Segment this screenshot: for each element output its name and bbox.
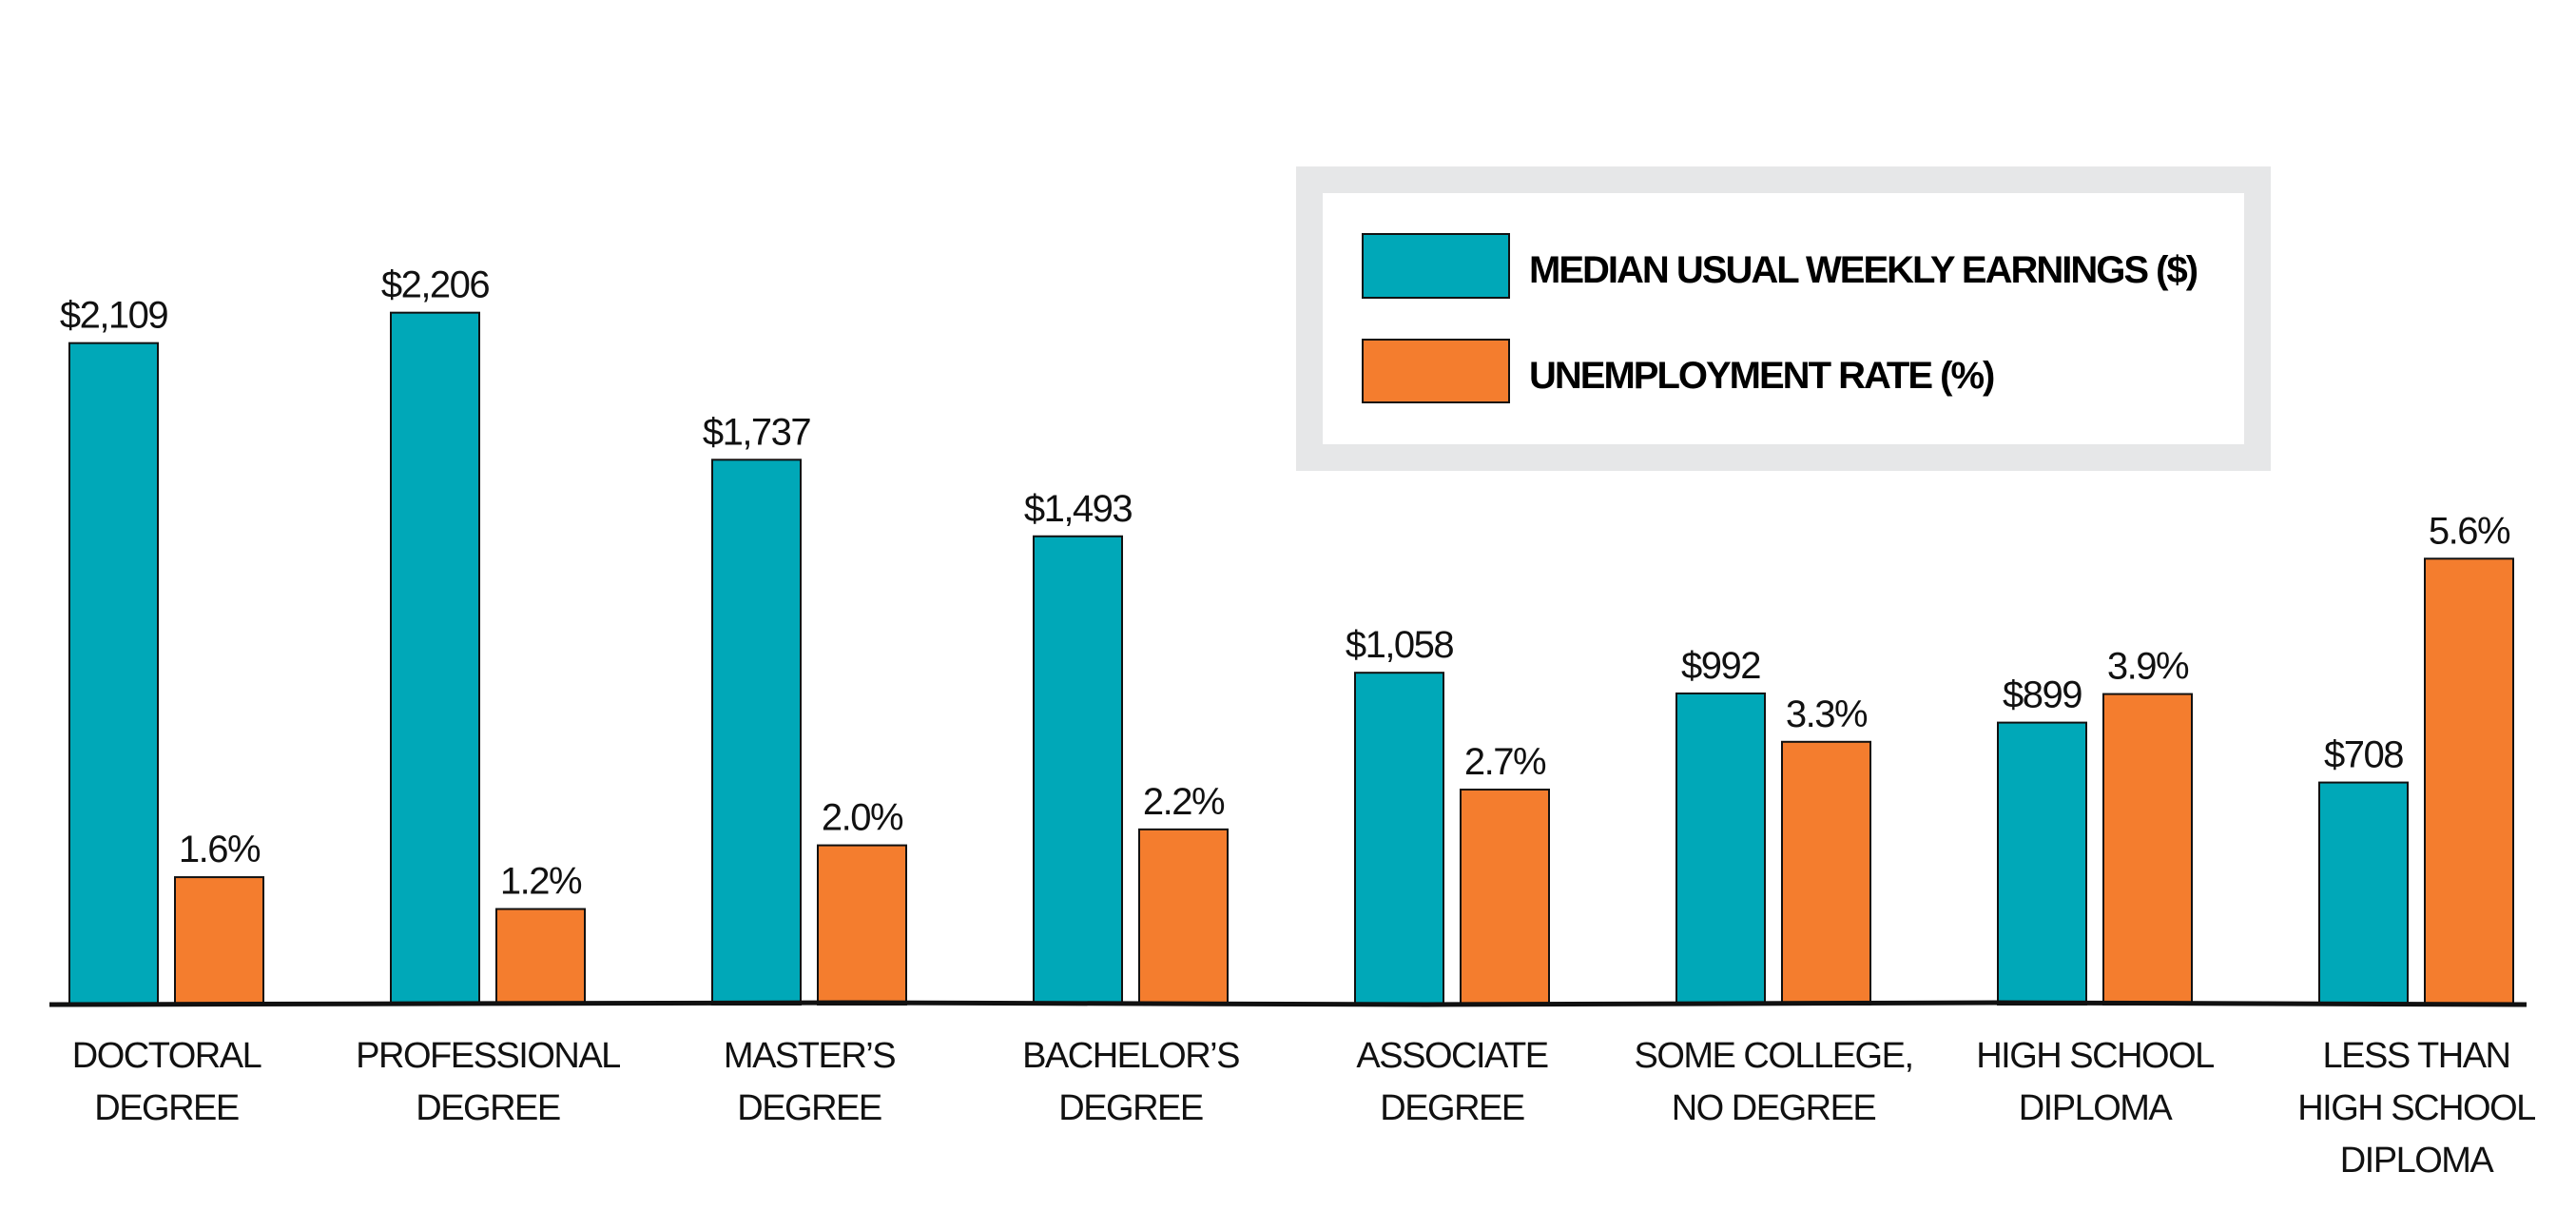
unemployment-data-label: 3.3% (1786, 693, 1868, 735)
unemployment-bar (1460, 789, 1550, 1006)
category-label: PROFESSIONAL (356, 1036, 620, 1076)
earnings-bar (2318, 781, 2409, 1006)
unemployment-data-label: 2.0% (822, 797, 903, 839)
legend-label-unemployment: UNEMPLOYMENT RATE (%) (1529, 355, 1994, 397)
category-label: DIPLOMA (2019, 1088, 2174, 1128)
legend: MEDIAN USUAL WEEKLY EARNINGS ($) UNEMPLO… (1296, 166, 2271, 471)
unemployment-data-label: 1.6% (179, 829, 261, 870)
unemployment-bar (1781, 740, 1871, 1006)
earnings-data-label: $708 (2324, 734, 2403, 776)
legend-swatch-earnings (1362, 233, 1510, 299)
legend-swatch-unemployment (1362, 339, 1510, 403)
category-label: SOME COLLEGE, (1634, 1036, 1912, 1076)
unemployment-bar (495, 908, 586, 1006)
earnings-data-label: $1,058 (1346, 624, 1454, 666)
category-label: DEGREE (737, 1088, 881, 1128)
category-label: DEGREE (416, 1088, 560, 1128)
earnings-bar (68, 342, 159, 1006)
earnings-data-label: $2,109 (60, 295, 168, 337)
category-label: MASTER’S (724, 1036, 895, 1076)
unemployment-data-label: 2.7% (1464, 741, 1546, 783)
earnings-data-label: $1,493 (1024, 488, 1133, 530)
category-label: DEGREE (1058, 1088, 1203, 1128)
earnings-bar (390, 311, 480, 1006)
category-label: BACHELOR’S (1022, 1036, 1239, 1076)
legend-frame (1296, 166, 2271, 471)
unemployment-bar (174, 876, 264, 1006)
earnings-bar (1675, 692, 1766, 1006)
unemployment-data-label: 5.6% (2429, 510, 2510, 552)
category-label: HIGH SCHOOL (1976, 1036, 2214, 1076)
category-label: ASSOCIATE (1356, 1036, 1547, 1076)
earnings-data-label: $899 (2003, 674, 2082, 716)
unemployment-bar (2424, 557, 2514, 1006)
unemployment-data-label: 1.2% (500, 861, 582, 903)
unemployment-bar (2102, 693, 2193, 1006)
category-label: LESS THAN (2323, 1036, 2510, 1076)
earnings-data-label: $1,737 (703, 411, 811, 453)
category-label: DOCTORAL (72, 1036, 261, 1076)
category-label: DEGREE (94, 1088, 239, 1128)
unemployment-data-label: 2.2% (1143, 781, 1225, 823)
earnings-data-label: $2,206 (381, 264, 490, 306)
category-label: NO DEGREE (1672, 1088, 1876, 1128)
unemployment-bar (817, 844, 907, 1006)
category-label: HIGH SCHOOL (2297, 1088, 2535, 1128)
earnings-data-label: $992 (1681, 645, 1760, 687)
unemployment-bar (1138, 828, 1229, 1006)
category-label: DEGREE (1380, 1088, 1524, 1128)
legend-label-earnings: MEDIAN USUAL WEEKLY EARNINGS ($) (1529, 249, 2198, 291)
bars-layer: $2,109 1.6% $2,206 1.2% $1,737 2.0% $1,493 2.2%… (60, 264, 2514, 1006)
earnings-bar (1997, 721, 2087, 1006)
category-labels: DOCTORAL DEGREE PROFESSIONAL DEGREE MASTER’S… (72, 1036, 2537, 1181)
category-label: DIPLOMA (2340, 1141, 2495, 1181)
earnings-bar (1033, 535, 1123, 1006)
x-axis-baseline (48, 1000, 2528, 1007)
unemployment-data-label: 3.9% (2107, 646, 2189, 688)
earnings-bar (711, 459, 802, 1006)
earnings-bar (1354, 672, 1444, 1006)
